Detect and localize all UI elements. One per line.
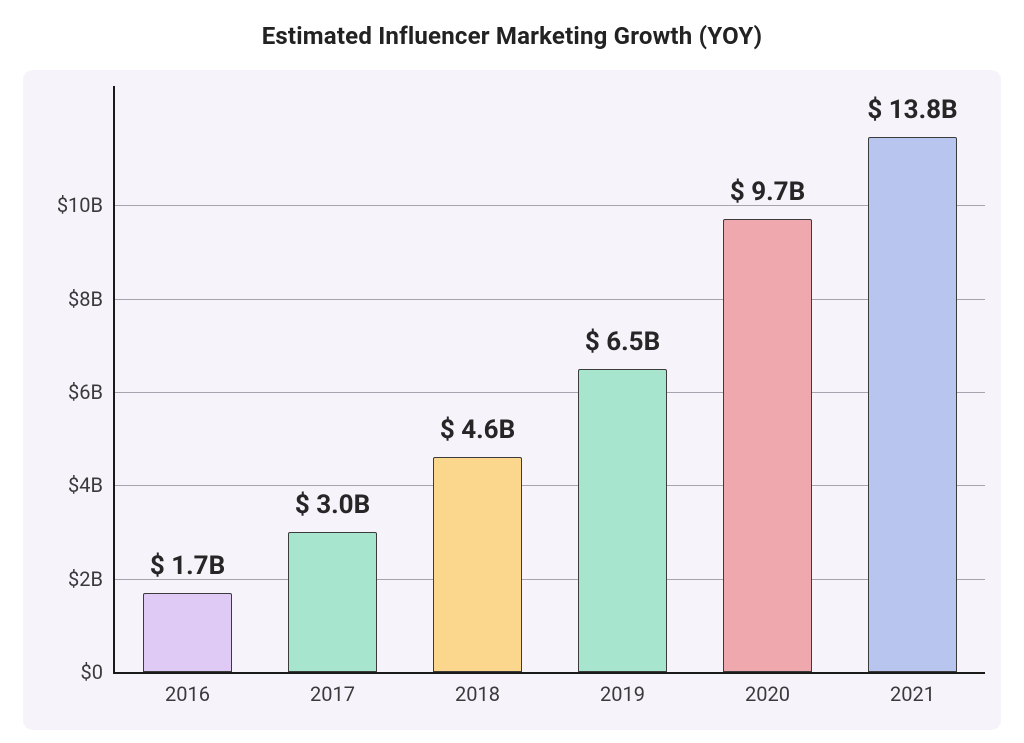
plot-area: $0$2B$4B$6B$8B$10B$ 1.7B2016$ 3.0B2017$ … (115, 112, 985, 672)
bar (723, 219, 813, 672)
chart-panel: $0 $2B $4B $6B $8B $10B $ 1.7B 2016 $ 3.0B 2017 $ … (23, 70, 1001, 730)
chart-title: Estimated Influencer Marketing Growth (Y… (0, 22, 1024, 50)
page: Estimated Influencer Marketing Growth (Y… (0, 0, 1024, 743)
y-tick-label: $4B (68, 473, 115, 497)
gridline (115, 205, 985, 206)
y-tick-label: $2B (68, 567, 115, 591)
y-axis (113, 86, 115, 672)
x-tick-label: 2017 (310, 672, 355, 706)
bar-value-label: $ 6.5B (585, 327, 660, 357)
x-axis (113, 672, 985, 674)
bar (868, 137, 958, 672)
x-tick-label: 2021 (890, 672, 935, 706)
bar (143, 593, 233, 672)
bar (288, 532, 378, 672)
x-tick-label: 2020 (745, 672, 790, 706)
y-tick-label: $6B (68, 380, 115, 404)
x-tick-label: 2019 (600, 672, 645, 706)
x-tick-label: 2018 (455, 672, 500, 706)
x-tick-label: 2016 (165, 672, 210, 706)
bar-value-label: $ 4.6B (440, 415, 515, 445)
bar-value-label: $ 1.7B (150, 551, 225, 581)
gridline (115, 392, 985, 393)
bar (433, 457, 523, 672)
bar-value-label: $ 9.7B (730, 177, 805, 207)
bar-value-label: $ 3.0B (295, 490, 370, 520)
gridline (115, 579, 985, 580)
gridline (115, 485, 985, 486)
y-tick-label: $8B (68, 287, 115, 311)
gridline (115, 299, 985, 300)
y-tick-label: $0 (81, 660, 115, 684)
y-tick-label: $10B (57, 193, 115, 217)
bar-value-label: $ 13.8B (867, 95, 957, 125)
bar (578, 369, 668, 672)
